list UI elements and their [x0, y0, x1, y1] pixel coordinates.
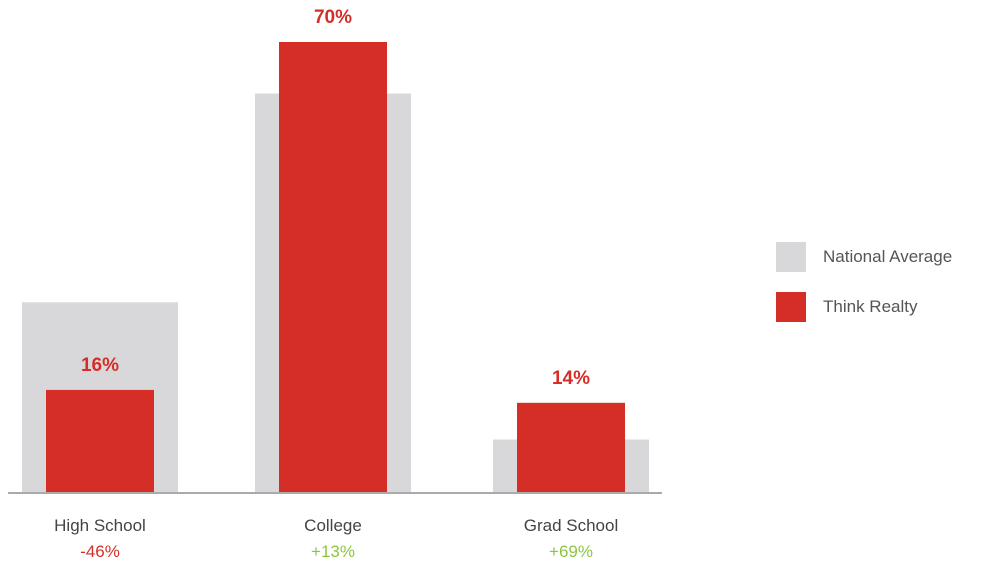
legend-swatch-think-realty [776, 292, 806, 322]
legend-swatch-national-average [776, 242, 806, 272]
legend: National Average Think Realty [776, 242, 952, 342]
chart-labels: 16% High School -46% 70% College +13% 14% Grad … [54, 7, 618, 561]
legend-item-think-realty: Think Realty [776, 292, 952, 322]
category-label-high-school: High School [54, 516, 146, 535]
bar-think-realty-high-school [46, 389, 154, 493]
legend-label-think-realty: Think Realty [823, 297, 918, 316]
legend-label-national-average: National Average [823, 247, 953, 266]
category-label-grad-school: Grad School [524, 516, 619, 535]
difference-label-high-school: -46% [80, 542, 120, 561]
value-label-grad-school: 14% [552, 368, 590, 389]
difference-label-grad-school: +69% [549, 542, 593, 561]
legend-item-national-average: National Average [776, 242, 952, 272]
think-realty-bars [46, 42, 625, 493]
difference-label-college: +13% [311, 542, 355, 561]
bar-think-realty-college [279, 42, 387, 493]
category-label-college: College [304, 516, 362, 535]
value-label-college: 70% [314, 7, 352, 28]
value-label-high-school: 16% [81, 355, 119, 376]
bar-think-realty-grad-school [517, 402, 625, 493]
